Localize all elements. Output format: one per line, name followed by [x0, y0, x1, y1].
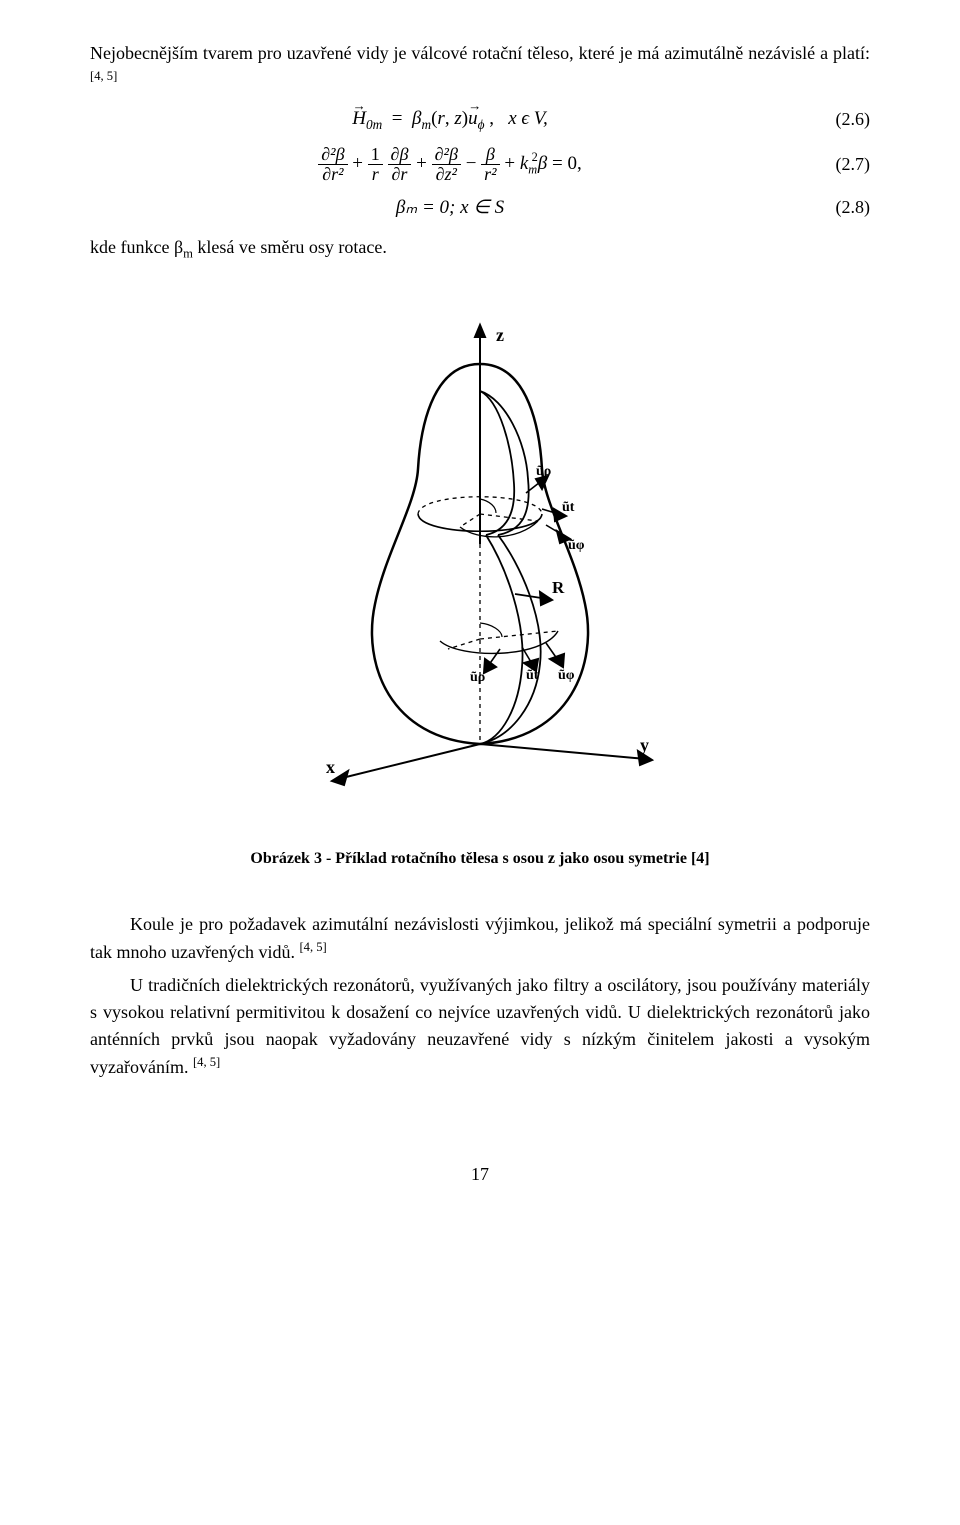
equation-2-8-number: (2.8)	[810, 194, 870, 221]
equation-2-8-body: βₘ = 0; x ∈ S	[90, 194, 810, 223]
fig-label-uphi-bot: ũφ	[558, 668, 575, 683]
mid-sub: m	[183, 247, 193, 261]
equation-2-7-body: ∂²β∂r² + 1r ∂β∂r + ∂²β∂z² − βr² + km2β =…	[90, 145, 810, 184]
eq27-lastbeta: β	[538, 153, 547, 174]
equation-2-6-number: (2.6)	[810, 106, 870, 133]
eq27-t4d: r²	[481, 164, 499, 184]
fig-label-x: x	[326, 757, 335, 777]
fig-label-y: y	[640, 735, 649, 755]
eq26-u: u	[468, 105, 478, 134]
eq27-t2ad: r	[368, 164, 383, 184]
equation-2-7-number: (2.7)	[810, 151, 870, 178]
body-p1-text: Koule je pro požadavek azimutální nezávi…	[90, 914, 870, 962]
eq26-H-sub: 0m	[366, 117, 382, 132]
equation-2-6-body: H0m = βm(r, z)uϕ , x ϵ V,	[90, 105, 810, 135]
mid-t2: klesá ve směru osy rotace.	[193, 237, 387, 257]
eq27-t3n: ∂²β	[432, 145, 461, 164]
eq27-t1d: ∂r²	[318, 164, 347, 184]
body-paragraph-2: U tradičních dielektrických rezonátorů, …	[90, 972, 870, 1081]
eq27-t2bn: ∂β	[388, 145, 412, 164]
eq27-k-sub: m	[528, 162, 537, 176]
eq26-H: H	[352, 105, 366, 134]
fig-label-uphi-top: ũφ	[568, 538, 585, 553]
equation-2-6: H0m = βm(r, z)uϕ , x ϵ V, (2.6)	[90, 105, 870, 135]
equation-2-8: βₘ = 0; x ∈ S (2.8)	[90, 194, 870, 223]
mid-paragraph: kde funkce βm klesá ve směru osy rotace.	[90, 234, 870, 263]
intro-paragraph: Nejobecnějším tvarem pro uzavřené vidy j…	[90, 40, 870, 95]
eq26-domain: x ϵ V,	[508, 108, 548, 129]
eq27-t2bd: ∂r	[388, 164, 412, 184]
fig-label-urho-bot: ũρ	[470, 670, 485, 685]
page-number: 17	[90, 1161, 870, 1188]
eq26-u-sub: ϕ	[478, 117, 485, 132]
eq27-k: k	[520, 153, 528, 174]
eq27-t4n: β	[481, 145, 499, 164]
body-p2-ref: [4, 5]	[193, 1055, 220, 1069]
equation-2-7: ∂²β∂r² + 1r ∂β∂r + ∂²β∂z² − βr² + km2β =…	[90, 145, 870, 184]
body-p1-ref: [4, 5]	[299, 940, 326, 954]
eq27-t1n: ∂²β	[318, 145, 347, 164]
figure-3: z x y R ũρ ũt ũφ ũρ ũt ũφ	[90, 319, 870, 797]
eq27-t2an: 1	[368, 145, 383, 164]
fig-label-z: z	[496, 325, 504, 345]
intro-ref: [4, 5]	[90, 69, 117, 83]
fig-label-urho-top: ũρ	[536, 464, 551, 479]
figure-3-svg: z x y R ũρ ũt ũφ ũρ ũt ũφ	[290, 319, 670, 789]
figure-3-caption: Obrázek 3 - Příklad rotačního tělesa s o…	[90, 847, 870, 871]
fig-label-ut-top: ũt	[562, 500, 575, 515]
eq27-eq0: = 0,	[547, 153, 581, 174]
eq27-t3d: ∂z²	[432, 164, 461, 184]
body-paragraph-1: Koule je pro požadavek azimutální nezávi…	[90, 911, 870, 966]
eq26-beta-sub: m	[421, 117, 431, 132]
fig-label-ut-bot: ũt	[526, 668, 539, 683]
fig-label-R: R	[552, 578, 565, 597]
intro-text: Nejobecnějším tvarem pro uzavřené vidy j…	[90, 43, 870, 63]
mid-t1: kde funkce β	[90, 237, 183, 257]
